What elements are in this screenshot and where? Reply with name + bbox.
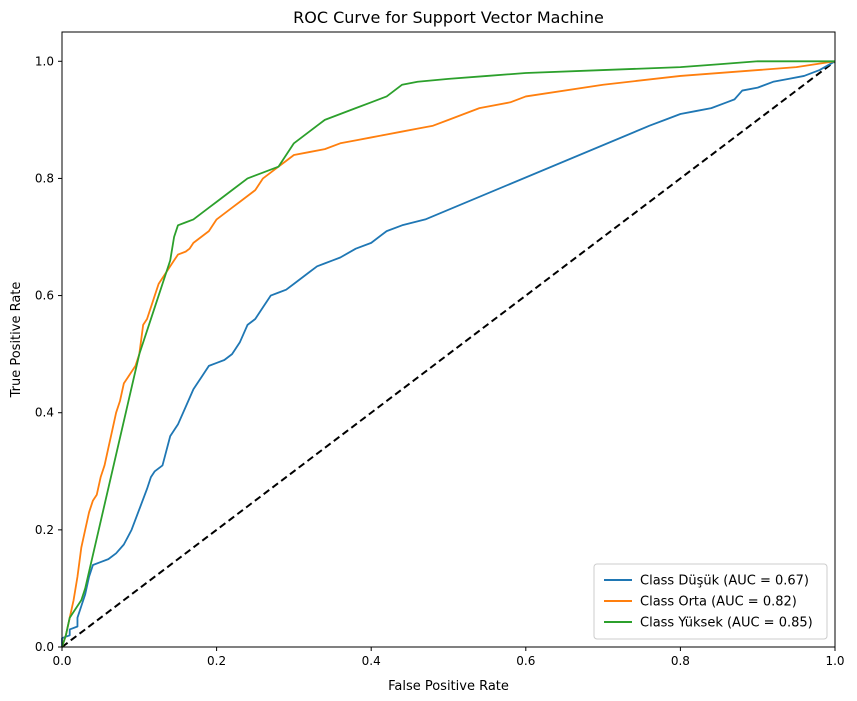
chance-diagonal-line bbox=[61, 60, 836, 648]
plot-area bbox=[61, 60, 836, 648]
y-tick-label: 0.2 bbox=[35, 523, 54, 537]
x-tick-label: 0.0 bbox=[52, 654, 71, 668]
y-tick-label: 0.0 bbox=[35, 640, 54, 654]
series-line-2 bbox=[61, 60, 835, 648]
y-tick-label: 0.8 bbox=[35, 171, 54, 185]
series-line-0 bbox=[61, 60, 836, 647]
x-tick-label: 0.8 bbox=[671, 654, 690, 668]
legend: Class Düşük (AUC = 0.67) Class Orta (AUC … bbox=[593, 563, 828, 640]
legend-label: Class Yüksek (AUC = 0.85) bbox=[640, 616, 813, 631]
legend-frame bbox=[593, 563, 828, 640]
legend-label: Class Düşük (AUC = 0.67) bbox=[640, 574, 809, 589]
series-line-1 bbox=[61, 60, 836, 648]
x-tick-label: 1.0 bbox=[825, 654, 844, 668]
x-tick-label: 0.6 bbox=[516, 654, 535, 668]
x-axis: 0.0 0.2 0.4 0.6 0.8 1.0 bbox=[52, 647, 845, 668]
x-tick-label: 0.2 bbox=[207, 654, 226, 668]
y-axis: 0.0 0.2 0.4 0.6 0.8 1.0 bbox=[35, 54, 62, 654]
chart-title: ROC Curve for Support Vector Machine bbox=[293, 8, 604, 27]
x-axis-label: False Positive Rate bbox=[388, 679, 509, 694]
x-tick-label: 0.4 bbox=[362, 654, 381, 668]
y-tick-label: 0.6 bbox=[35, 289, 54, 303]
y-tick-label: 1.0 bbox=[35, 54, 54, 68]
legend-label: Class Orta (AUC = 0.82) bbox=[640, 595, 797, 610]
y-tick-label: 0.4 bbox=[35, 406, 54, 420]
plot-frame bbox=[61, 31, 836, 648]
y-axis-label: True Positive Rate bbox=[9, 282, 24, 399]
